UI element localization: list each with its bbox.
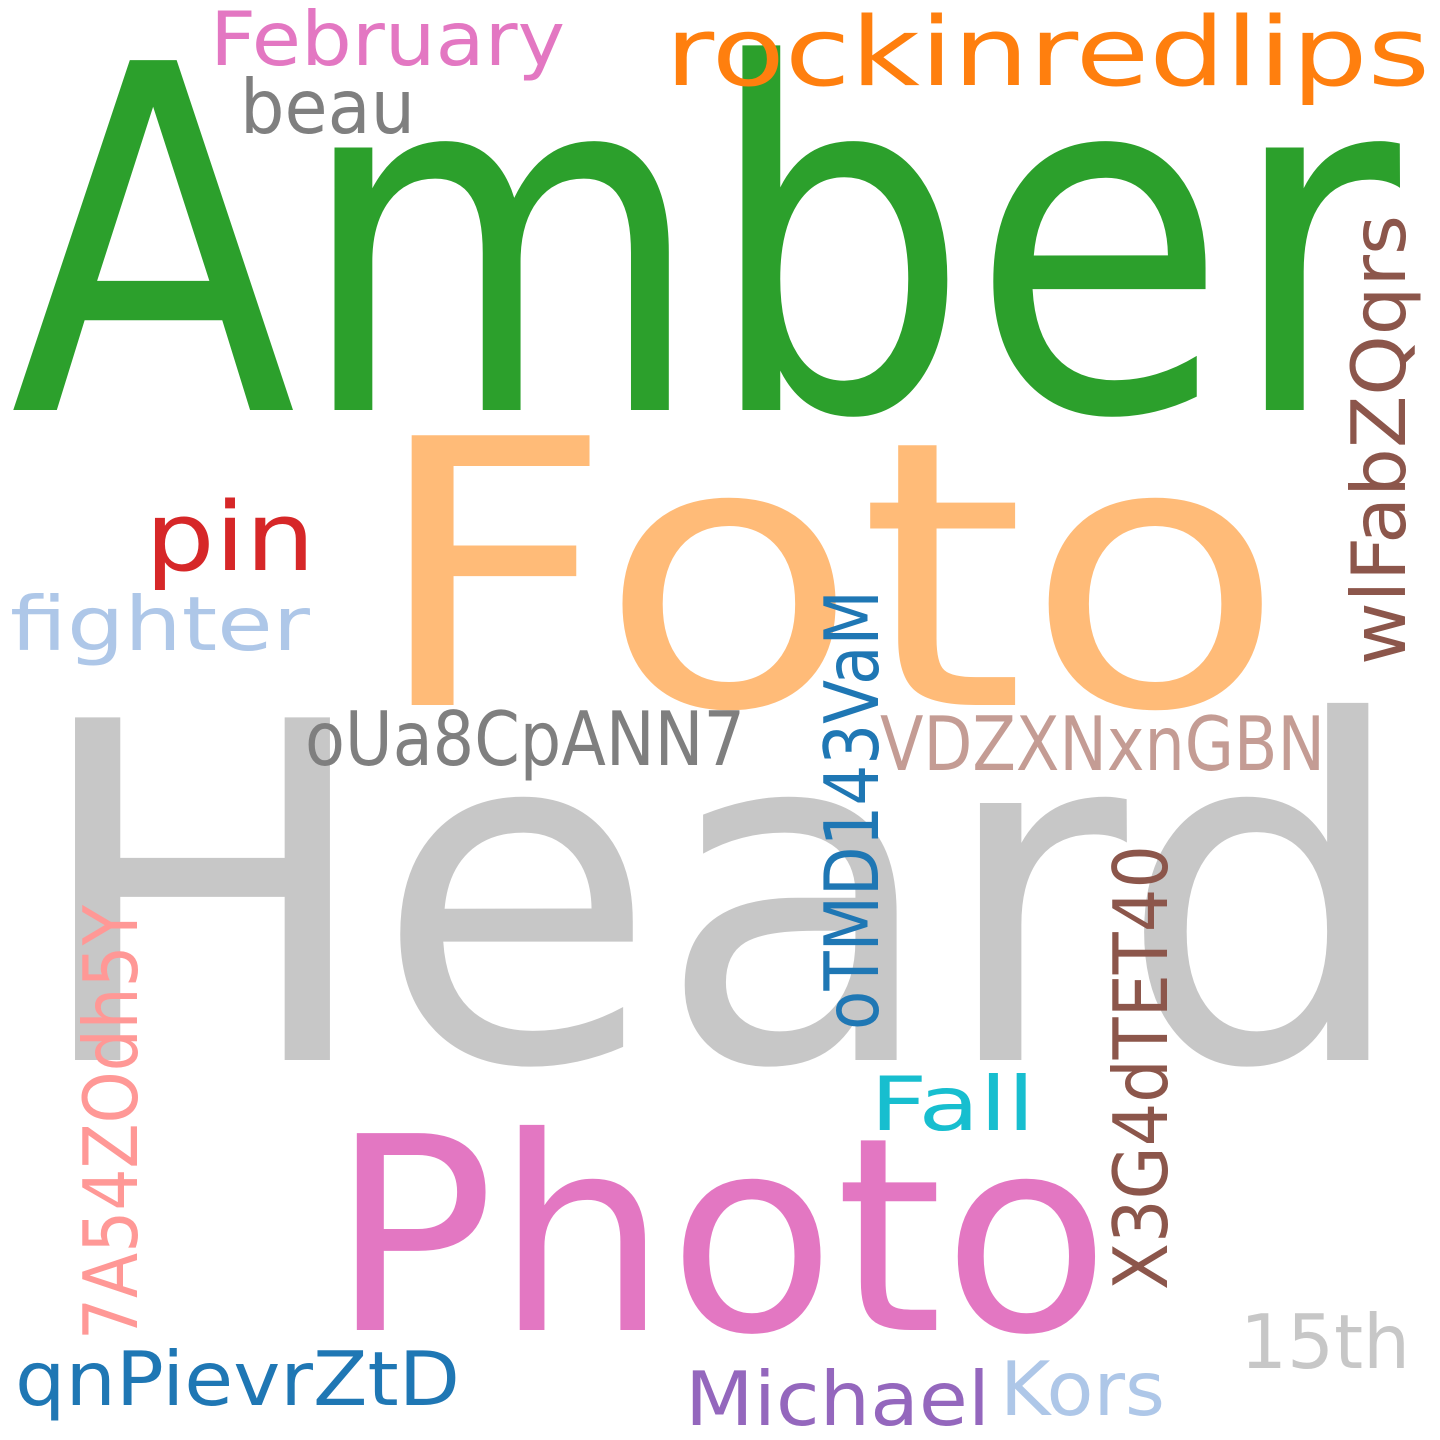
word: X3G4dTET40 — [1097, 845, 1185, 1290]
word: Photo — [330, 1079, 1110, 1394]
word: February — [210, 0, 565, 83]
word: Kors — [1000, 1345, 1165, 1433]
word: 15th — [1240, 1298, 1410, 1386]
word: VDZXNxnGBN — [880, 700, 1325, 788]
word: oUa8CpANN7 — [305, 695, 745, 783]
word: Michael — [685, 1355, 990, 1440]
word: Amber — [10, 0, 1404, 524]
word: qnPievrZtD — [15, 1335, 460, 1423]
word: rockinredlips — [665, 0, 1430, 108]
word: pin — [145, 483, 315, 593]
word: 7A54ZOdh5Y — [67, 905, 155, 1340]
word: Foto — [370, 363, 1285, 793]
word: Heard — [30, 624, 1410, 1171]
word: oTMD143VaM — [808, 590, 896, 1030]
word: fighter — [10, 580, 310, 668]
word: wlFabZQqrs — [1335, 215, 1423, 665]
word: Fall — [870, 1060, 1035, 1148]
word: beau — [240, 63, 415, 151]
